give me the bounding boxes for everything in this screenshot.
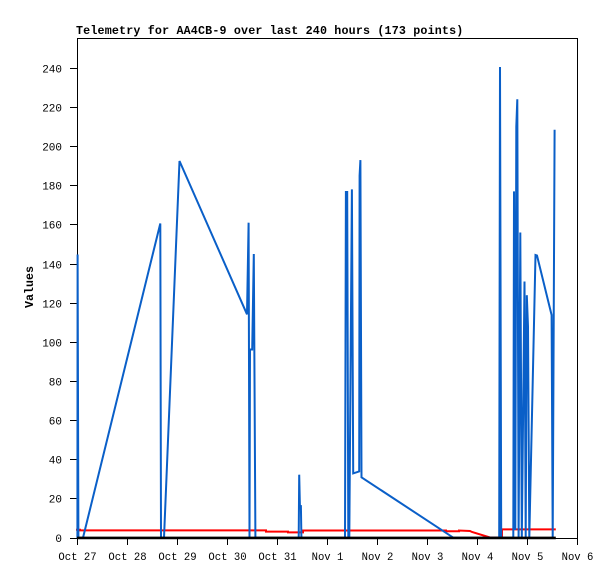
svg-text:140: 140	[42, 261, 62, 273]
svg-text:120: 120	[42, 300, 62, 312]
svg-text:20: 20	[49, 495, 62, 507]
svg-text:40: 40	[49, 456, 62, 468]
svg-text:Nov 3: Nov 3	[412, 552, 444, 564]
svg-text:100: 100	[42, 339, 62, 351]
svg-text:Oct 30: Oct 30	[208, 552, 246, 564]
svg-text:Values: Values	[23, 266, 37, 308]
svg-text:Oct 31: Oct 31	[258, 552, 296, 564]
svg-text:Oct 27: Oct 27	[58, 552, 96, 564]
svg-text:160: 160	[42, 221, 62, 233]
svg-text:0: 0	[55, 534, 62, 546]
svg-text:200: 200	[42, 143, 62, 155]
svg-text:Nov 5: Nov 5	[512, 552, 544, 564]
svg-text:240: 240	[42, 65, 62, 77]
svg-text:80: 80	[49, 378, 62, 390]
svg-text:Nov 1: Nov 1	[312, 552, 344, 564]
svg-text:Oct 28: Oct 28	[108, 552, 146, 564]
svg-text:Telemetry for AA4CB-9 over las: Telemetry for AA4CB-9 over last 240 hour…	[76, 24, 463, 38]
svg-text:220: 220	[42, 104, 62, 116]
svg-text:60: 60	[49, 417, 62, 429]
svg-text:Oct 29: Oct 29	[158, 552, 196, 564]
svg-text:Nov 2: Nov 2	[362, 552, 394, 564]
svg-text:Nov 4: Nov 4	[462, 552, 494, 564]
svg-text:180: 180	[42, 182, 62, 194]
svg-text:Nov 6: Nov 6	[562, 552, 594, 564]
